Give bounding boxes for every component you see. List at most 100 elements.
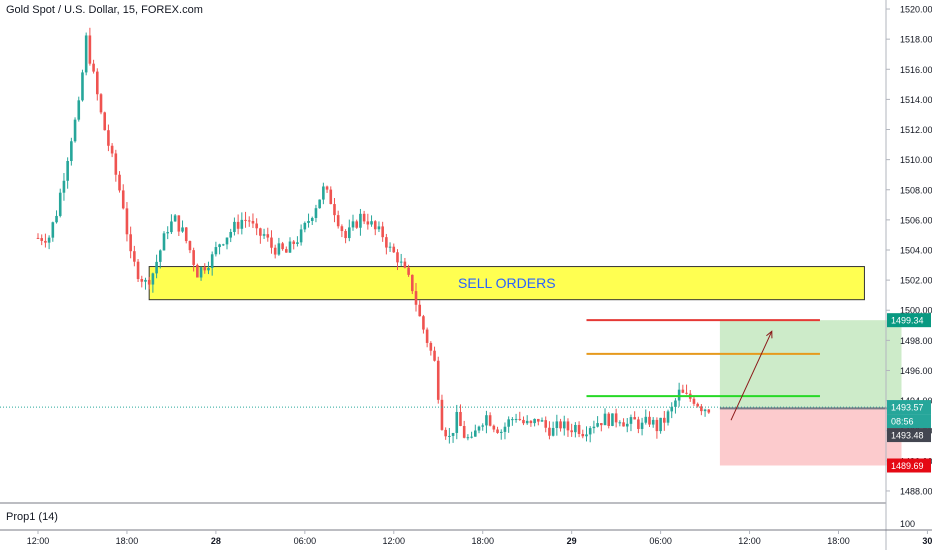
candle-body <box>462 425 466 438</box>
candle-body <box>700 406 703 412</box>
price-tag-entry[interactable] <box>887 428 931 443</box>
candle-body <box>499 431 503 433</box>
candle-body <box>622 422 625 427</box>
candle-body <box>362 213 366 222</box>
candle-body <box>385 237 388 248</box>
drawings[interactable] <box>0 319 902 421</box>
candle-body <box>444 429 447 437</box>
candle-body <box>125 208 129 235</box>
sell-orders-zone[interactable] <box>148 266 865 301</box>
candle-body <box>214 247 218 255</box>
candle-body <box>270 237 273 248</box>
price-tag-current-label: 1493.57 <box>891 403 924 413</box>
price-tick-label: 1516.00 <box>900 65 932 75</box>
price-tick-label: 1488.00 <box>900 486 932 496</box>
candle-body <box>692 398 696 404</box>
candle-body <box>496 429 499 433</box>
candle-body <box>55 215 58 223</box>
price-tick-label: 1496.00 <box>900 366 932 376</box>
candle-body <box>114 153 118 175</box>
candle-body <box>81 72 84 101</box>
candle-body <box>555 421 559 428</box>
candle-body <box>110 145 114 154</box>
candle-body <box>366 221 370 225</box>
candle-body <box>388 246 392 248</box>
candle-body <box>77 100 81 120</box>
candle-body <box>511 419 514 421</box>
time-tick-label: 12:00 <box>383 536 406 546</box>
indicator-label[interactable]: Prop1 (14) <box>6 511 58 523</box>
price-tag-current[interactable] <box>887 400 931 415</box>
price-tick-label: 1502.00 <box>900 276 932 286</box>
price-tag-target[interactable] <box>887 313 931 328</box>
candle-body <box>433 350 436 361</box>
candle-body <box>181 227 184 232</box>
candle-body <box>66 161 69 181</box>
candle-body <box>507 419 510 427</box>
candle-body <box>648 416 651 425</box>
candle-body <box>359 213 362 228</box>
candle-body <box>344 231 347 239</box>
candle-body <box>607 413 611 426</box>
arrow-line[interactable] <box>730 331 773 421</box>
price-tick-label: 1498.00 <box>900 336 932 346</box>
candle-body <box>162 233 166 251</box>
price-tick-label: 1512.00 <box>900 125 932 135</box>
candle-body <box>522 419 525 424</box>
candle-body <box>566 421 570 431</box>
candle-body <box>285 249 288 253</box>
stop-loss-zone[interactable] <box>719 408 902 466</box>
candle-body <box>40 238 44 241</box>
candle-body <box>577 424 581 434</box>
candle-body <box>47 237 51 243</box>
candle-body <box>92 63 95 72</box>
candle-body <box>518 418 522 420</box>
candle-body <box>225 237 229 245</box>
time-tick-label: 18:00 <box>471 536 494 546</box>
candle-body <box>118 174 121 191</box>
candle-body <box>600 423 603 426</box>
candle-body <box>207 267 210 271</box>
candle-body <box>140 279 144 282</box>
candle-body <box>625 423 629 427</box>
candle-body <box>440 399 444 430</box>
candle-body <box>696 403 699 407</box>
candle-body <box>637 419 640 429</box>
candle-body <box>151 273 155 285</box>
price-tag-stop[interactable] <box>887 458 931 473</box>
candle-body <box>399 261 403 263</box>
candle-body <box>318 199 321 209</box>
candle-body <box>455 411 459 433</box>
price-tick-label: 1500.00 <box>900 306 932 316</box>
candle-body <box>674 400 677 407</box>
time-axis[interactable]: 12:00 18:00 28 06:00 12:00 18:00 29 06:00 12:00 1… <box>0 529 932 546</box>
candle-body <box>525 420 529 424</box>
chart-zones: SELL ORDERS <box>148 266 902 466</box>
profit-target-zone[interactable] <box>719 320 902 409</box>
candle-body <box>158 250 162 262</box>
candle-body <box>414 291 418 305</box>
candle-body <box>144 279 147 282</box>
candle-body <box>655 419 659 432</box>
price-tag-countdown[interactable] <box>887 414 931 429</box>
candle-body <box>73 119 77 142</box>
candle-body <box>222 244 225 246</box>
candle-body <box>559 421 562 429</box>
candle-body <box>451 432 455 436</box>
price-axis[interactable]: 1488.001490.001492.001494.001496.001498.… <box>885 0 932 550</box>
candle-body <box>247 220 251 222</box>
candle-body <box>310 217 314 221</box>
candle-body <box>58 192 62 216</box>
candle-body <box>477 426 481 431</box>
candle-body <box>681 389 685 393</box>
candle-body <box>537 418 540 422</box>
candle-body <box>474 430 477 437</box>
candle-body <box>103 112 107 131</box>
candle-body <box>229 231 233 238</box>
candle-body <box>685 392 688 394</box>
candle-body <box>459 411 462 426</box>
candle-body <box>303 222 307 230</box>
candle-body <box>429 342 433 351</box>
candle-body <box>581 433 585 437</box>
